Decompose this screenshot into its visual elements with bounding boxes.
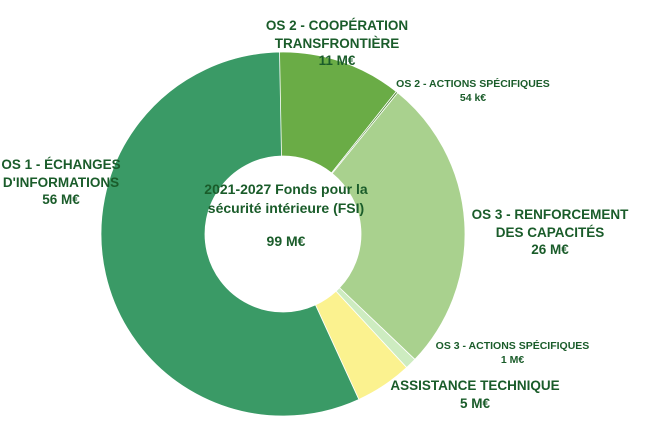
- donut-center-label: 2021-2027 Fonds pour la sécurité intérie…: [186, 180, 386, 251]
- center-total: 99 M€: [266, 232, 306, 249]
- label-os2-cooperation: OS 2 - COOPÉRATION TRANSFRONTIÈRE 11 M€: [262, 17, 412, 70]
- value-os1-echanges: 56 M€: [42, 192, 80, 208]
- label-os1-echanges: OS 1 - ÉCHANGES D'INFORMATIONS 56 M€: [1, 157, 121, 208]
- label-os3-renforcement: OS 3 - RENFORCEMENT DES CAPACITÉS 26 M€: [471, 207, 629, 258]
- center-fund-abbrev: intérieure (FSI): [265, 199, 365, 216]
- slice-os3-renforcement: [331, 92, 466, 361]
- label-os2-actions-specifiques: OS 2 - ACTIONS SPÉCIFIQUES 54 k€: [388, 78, 558, 105]
- value-os2-cooperation: 11 M€: [318, 53, 356, 69]
- value-os2-actions-specifiques: 54 k€: [459, 91, 487, 104]
- value-os3-renforcement: 26 M€: [531, 242, 569, 258]
- value-assistance-technique: 5 M€: [459, 395, 490, 411]
- center-period: 2021-2027: [204, 181, 272, 197]
- label-assistance-technique: ASSISTANCE TECHNIQUE 5 M€: [390, 378, 560, 411]
- center-fund-name: Fonds pour la sécurité: [207, 181, 368, 216]
- value-os3-actions-specifiques: 1 M€: [500, 353, 525, 366]
- slice-os1-echanges: [100, 51, 360, 417]
- label-os3-actions-specifiques: OS 3 - ACTIONS SPÉCIFIQUES 1 M€: [425, 340, 600, 367]
